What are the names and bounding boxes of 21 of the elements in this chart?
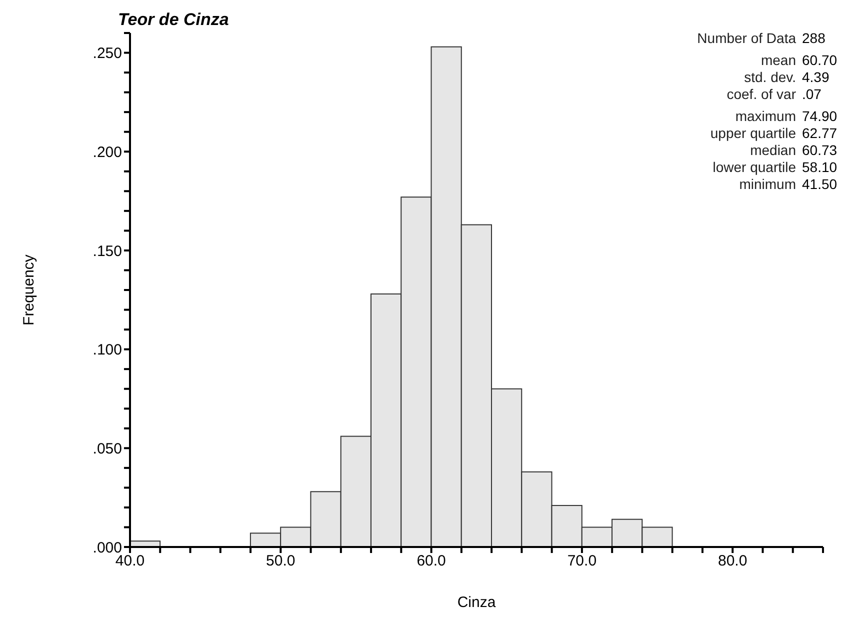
y-tick-label: .100 — [92, 342, 122, 359]
y-tick-label: .150 — [92, 242, 122, 260]
annotation: Number of Data 288 — [696, 30, 826, 47]
x-axis-title: Cinza — [457, 594, 496, 611]
x-tick-label: 50.0 — [266, 552, 296, 570]
annotation: upper quartile 62.77 — [709, 125, 838, 142]
annotation: mean 60.70 — [760, 52, 838, 69]
y-tick-label: .200 — [92, 144, 122, 161]
annotation: minimum 41.50 — [738, 176, 838, 193]
annotation: coef. of var .07 — [726, 86, 822, 103]
y-axis-title: Frequency — [20, 254, 38, 326]
x-tick-label: 80.0 — [718, 552, 748, 570]
annotation: lower quartile 58.10 — [712, 159, 838, 176]
annotation: std. dev. 4.39 — [743, 69, 830, 86]
y-tick-label: .250 — [92, 45, 122, 62]
x-tick-label: 60.0 — [416, 552, 446, 570]
chart-title: Teor de Cinza — [118, 10, 229, 30]
y-tick-label: .050 — [92, 440, 122, 458]
annotation: median 60.73 — [749, 142, 838, 159]
annotation: maximum 74.90 — [734, 108, 838, 125]
x-tick-label: 70.0 — [567, 552, 597, 570]
